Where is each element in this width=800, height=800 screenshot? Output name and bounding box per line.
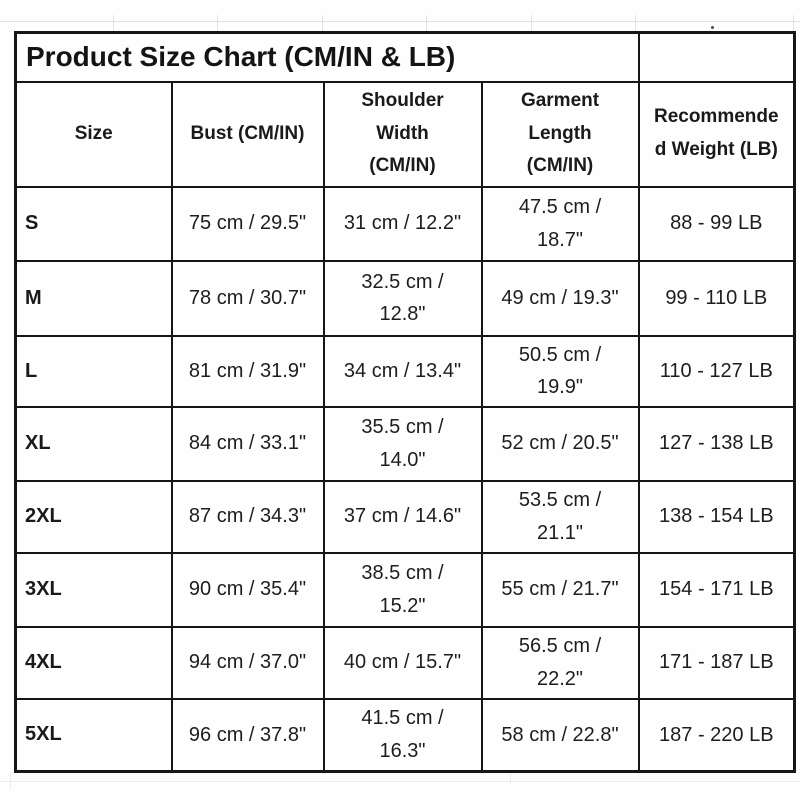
gridline-top [0,21,800,22]
title-empty-cell [637,31,796,83]
title-row: Product Size Chart (CM/IN & LB) [14,31,796,83]
table-row-xl: XL 84 cm / 33.1" 35.5 cm / 14.0" 52 cm /… [14,405,796,482]
gridline-stub [217,15,218,31]
column-header-size: Size [14,80,173,188]
column-header-weight: Recommende d Weight (LB) [637,80,796,188]
shoulder-cell: 31 cm / 12.2" [322,185,483,262]
table-row-2xl: 2XL 87 cm / 34.3" 37 cm / 14.6" 53.5 cm … [14,479,796,554]
weight-cell: 99 - 110 LB [637,259,796,337]
bust-cell: 94 cm / 37.0" [170,625,325,700]
gridline-stub [635,15,636,31]
gridline-stub [113,15,114,31]
garment-cell: 56.5 cm / 22.2" [480,625,640,700]
garment-cell: 50.5 cm / 19.9" [480,334,640,408]
gridline-stub [426,15,427,31]
weight-cell: 138 - 154 LB [637,479,796,554]
gridline-stub [531,15,532,31]
shoulder-cell: 40 cm / 15.7" [322,625,483,700]
shoulder-cell: 41.5 cm / 16.3" [322,697,483,773]
size-cell: 3XL [14,551,173,628]
weight-cell: 88 - 99 LB [637,185,796,262]
garment-cell: 53.5 cm / 21.1" [480,479,640,554]
table-row-m: M 78 cm / 30.7" 32.5 cm / 12.8" 49 cm / … [14,259,796,337]
garment-cell: 58 cm / 22.8" [480,697,640,773]
gridline-stub [793,15,794,31]
weight-cell: 110 - 127 LB [637,334,796,408]
size-cell: XL [14,405,173,482]
garment-cell: 49 cm / 19.3" [480,259,640,337]
weight-cell: 154 - 171 LB [637,551,796,628]
bust-cell: 87 cm / 34.3" [170,479,325,554]
weight-cell: 187 - 220 LB [637,697,796,773]
table-row-3xl: 3XL 90 cm / 35.4" 38.5 cm / 15.2" 55 cm … [14,551,796,628]
weight-cell: 127 - 138 LB [637,405,796,482]
shoulder-cell: 32.5 cm / 12.8" [322,259,483,337]
gridline-bottom [0,781,800,782]
gridline-stub [322,15,323,31]
size-cell: 5XL [14,697,173,773]
weight-cell: 171 - 187 LB [637,625,796,700]
column-header-bust: Bust (CM/IN) [170,80,325,188]
size-cell: L [14,334,173,408]
bust-cell: 81 cm / 31.9" [170,334,325,408]
size-cell: S [14,185,173,262]
table-title: Product Size Chart (CM/IN & LB) [14,31,640,83]
table-row-4xl: 4XL 94 cm / 37.0" 40 cm / 15.7" 56.5 cm … [14,625,796,700]
garment-cell: 47.5 cm / 18.7" [480,185,640,262]
bust-cell: 96 cm / 37.8" [170,697,325,773]
table-row-s: S 75 cm / 29.5" 31 cm / 12.2" 47.5 cm / … [14,185,796,262]
bust-cell: 75 cm / 29.5" [170,185,325,262]
gridline-stub [510,772,511,784]
table-row-l: L 81 cm / 31.9" 34 cm / 13.4" 50.5 cm / … [14,334,796,408]
bust-cell: 78 cm / 30.7" [170,259,325,337]
shoulder-cell: 38.5 cm / 15.2" [322,551,483,628]
shoulder-cell: 35.5 cm / 14.0" [322,405,483,482]
size-cell: 2XL [14,479,173,554]
size-cell: 4XL [14,625,173,700]
bust-cell: 84 cm / 33.1" [170,405,325,482]
column-header-garment: Garment Length (CM/IN) [480,80,640,188]
header-row: Size Bust (CM/IN) Shoulder Width (CM/IN)… [14,80,796,188]
gridline-stub [10,772,11,790]
table-row-5xl: 5XL 96 cm / 37.8" 41.5 cm / 16.3" 58 cm … [14,697,796,773]
garment-cell: 55 cm / 21.7" [480,551,640,628]
size-cell: M [14,259,173,337]
shoulder-cell: 34 cm / 13.4" [322,334,483,408]
bust-cell: 90 cm / 35.4" [170,551,325,628]
dust-speck [711,26,714,29]
garment-cell: 52 cm / 20.5" [480,405,640,482]
column-header-shoulder: Shoulder Width (CM/IN) [322,80,483,188]
size-chart-table: Product Size Chart (CM/IN & LB) Size Bus… [14,31,797,773]
shoulder-cell: 37 cm / 14.6" [322,479,483,554]
